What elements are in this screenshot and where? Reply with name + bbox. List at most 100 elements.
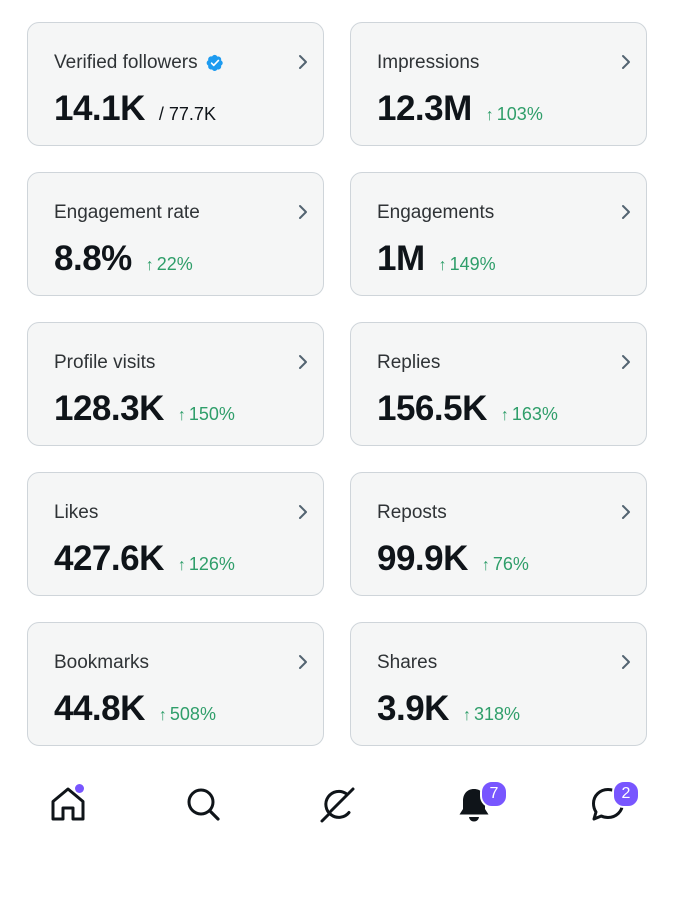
nav-grok[interactable] — [318, 784, 358, 824]
metric-value: 1M — [377, 239, 425, 278]
metric-value: 156.5K — [377, 389, 487, 428]
metric-value: 128.3K — [54, 389, 164, 428]
chevron-right-icon — [299, 205, 307, 219]
metric-value: 12.3M — [377, 89, 472, 128]
up-arrow-icon: ↑ — [145, 257, 154, 274]
metric-label: Impressions — [377, 52, 480, 73]
metric-change-value: 22% — [156, 254, 193, 274]
metric-label-wrap: Engagement rate — [54, 202, 200, 224]
analytics-grid: Verified followers 14.1K / 77.7K Impress… — [27, 22, 648, 746]
metric-label-wrap: Shares — [377, 652, 437, 674]
nav-notifications[interactable]: 7 — [454, 780, 508, 824]
metric-value-row: 12.3M ↑ 103% — [377, 89, 543, 129]
bottom-nav: 7 2 — [0, 770, 674, 846]
metric-change: ↑ 126% — [178, 554, 235, 575]
metric-card-engagement-rate[interactable]: Engagement rate 8.8% ↑ 22% — [27, 172, 324, 296]
metric-value: 14.1K — [54, 89, 145, 128]
metric-label-wrap: Impressions — [377, 52, 479, 74]
search-icon — [187, 788, 220, 821]
up-arrow-icon: ↑ — [481, 557, 490, 574]
chevron-right-icon — [299, 55, 307, 69]
metric-value-row: 3.9K ↑ 318% — [377, 689, 520, 729]
chevron-right-icon — [622, 55, 630, 69]
home-icon — [51, 787, 85, 821]
metric-label-wrap: Reposts — [377, 502, 447, 524]
up-arrow-icon: ↑ — [438, 257, 447, 274]
metric-value-row: 128.3K ↑ 150% — [54, 389, 235, 429]
metric-change-value: 103% — [496, 104, 543, 124]
metric-change-value: 150% — [188, 404, 235, 424]
chevron-right-icon — [299, 505, 307, 519]
metric-label-wrap: Replies — [377, 352, 440, 374]
metric-label: Engagement rate — [54, 202, 200, 223]
metric-change: ↑ 103% — [486, 104, 543, 125]
home-unread-dot — [75, 784, 84, 793]
metric-change: ↑ 149% — [439, 254, 496, 275]
chevron-right-icon — [622, 655, 630, 669]
metric-value: 99.9K — [377, 539, 468, 578]
metric-label-wrap: Engagements — [377, 202, 494, 224]
metric-label-wrap: Bookmarks — [54, 652, 149, 674]
metric-change-value: 163% — [511, 404, 558, 424]
metric-card-engagements[interactable]: Engagements 1M ↑ 149% — [350, 172, 647, 296]
up-arrow-icon: ↑ — [177, 407, 186, 424]
metric-label: Replies — [377, 352, 441, 373]
metric-label-wrap: Likes — [54, 502, 98, 524]
metric-value-row: 44.8K ↑ 508% — [54, 689, 216, 729]
metric-change: ↑ 508% — [159, 704, 216, 725]
metric-change-value: 149% — [449, 254, 496, 274]
metric-value-row: 14.1K / 77.7K — [54, 89, 216, 129]
chevron-right-icon — [299, 355, 307, 369]
nav-home[interactable] — [48, 784, 88, 824]
notifications-badge: 7 — [480, 780, 508, 808]
chevron-right-icon — [622, 355, 630, 369]
metric-change-value: 318% — [473, 704, 520, 724]
metric-card-shares[interactable]: Shares 3.9K ↑ 318% — [350, 622, 647, 746]
metric-label: Engagements — [377, 202, 495, 223]
metric-value-row: 1M ↑ 149% — [377, 239, 496, 279]
chevron-right-icon — [622, 205, 630, 219]
metric-value: 3.9K — [377, 689, 449, 728]
metric-card-likes[interactable]: Likes 427.6K ↑ 126% — [27, 472, 324, 596]
metric-value-row: 156.5K ↑ 163% — [377, 389, 558, 429]
metric-change: ↑ 150% — [178, 404, 235, 425]
metric-card-profile-visits[interactable]: Profile visits 128.3K ↑ 150% — [27, 322, 324, 446]
metric-label: Profile visits — [54, 352, 156, 373]
metric-label-wrap: Profile visits — [54, 352, 155, 374]
metric-change-value: 508% — [169, 704, 216, 724]
metric-label: Reposts — [377, 502, 447, 523]
metric-label: Bookmarks — [54, 652, 150, 673]
metric-value: 427.6K — [54, 539, 164, 578]
metric-value: 44.8K — [54, 689, 145, 728]
up-arrow-icon: ↑ — [485, 107, 494, 124]
up-arrow-icon: ↑ — [177, 557, 186, 574]
metric-value: 8.8% — [54, 239, 132, 278]
grok-icon — [320, 787, 355, 823]
up-arrow-icon: ↑ — [500, 407, 509, 424]
up-arrow-icon: ↑ — [462, 707, 471, 724]
metric-card-bookmarks[interactable]: Bookmarks 44.8K ↑ 508% — [27, 622, 324, 746]
metric-change: ↑ 76% — [482, 554, 529, 575]
metric-card-reposts[interactable]: Reposts 99.9K ↑ 76% — [350, 472, 647, 596]
metric-change: ↑ 22% — [146, 254, 193, 275]
nav-search[interactable] — [183, 784, 223, 824]
metric-value-row: 427.6K ↑ 126% — [54, 539, 235, 579]
chevron-right-icon — [299, 655, 307, 669]
metric-change-value: 126% — [188, 554, 235, 574]
messages-badge: 2 — [612, 780, 640, 808]
chevron-right-icon — [622, 505, 630, 519]
metric-label: Shares — [377, 652, 438, 673]
nav-messages[interactable]: 2 — [588, 780, 640, 824]
metric-change: ↑ 163% — [501, 404, 558, 425]
metric-value-row: 8.8% ↑ 22% — [54, 239, 193, 279]
metric-change-value: 76% — [492, 554, 529, 574]
metric-label-wrap: Verified followers — [54, 52, 224, 74]
metric-value-row: 99.9K ↑ 76% — [377, 539, 529, 579]
metric-label: Verified followers — [54, 52, 198, 73]
metric-card-impressions[interactable]: Impressions 12.3M ↑ 103% — [350, 22, 647, 146]
metric-label: Likes — [54, 502, 99, 523]
metric-card-verified-followers[interactable]: Verified followers 14.1K / 77.7K — [27, 22, 324, 146]
metric-total: / 77.7K — [158, 104, 216, 124]
metric-card-replies[interactable]: Replies 156.5K ↑ 163% — [350, 322, 647, 446]
up-arrow-icon: ↑ — [158, 707, 167, 724]
